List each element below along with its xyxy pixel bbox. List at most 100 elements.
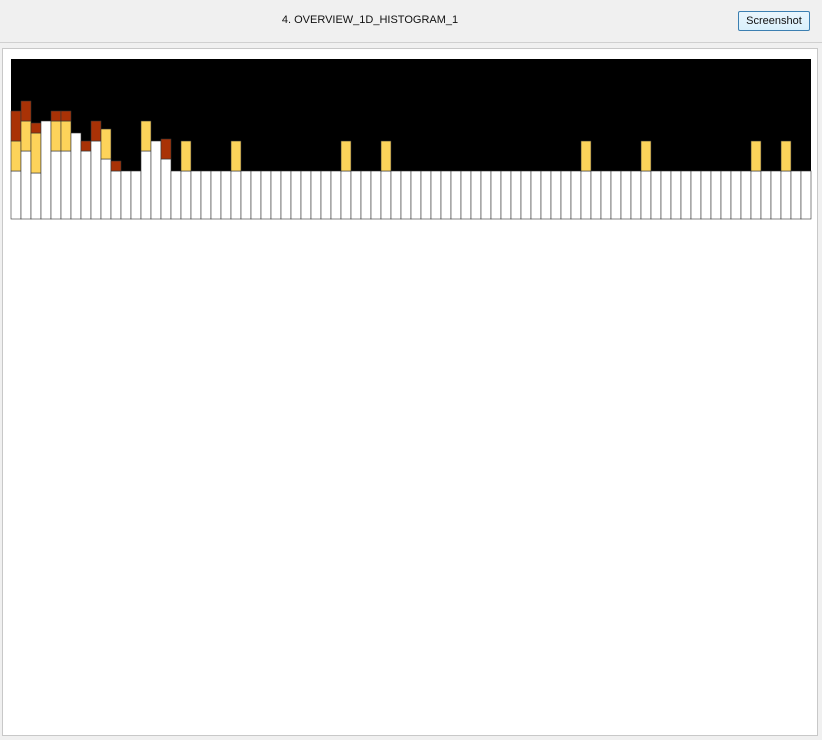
histogram-bar-segment [160,158,172,220]
window-title: 4. OVERVIEW_1D_HISTOGRAM_1 [281,14,459,26]
histogram-bar-segment [220,170,232,220]
histogram-bar-segment [690,170,702,220]
histogram-bar-segment [120,170,132,220]
histogram-bar-segment [140,120,152,152]
histogram-bar-segment [720,170,732,220]
histogram-bar-segment [780,140,792,172]
histogram-panel [2,48,818,736]
histogram-bar-segment [230,170,242,220]
histogram-bar-segment [630,170,642,220]
histogram-bar-segment [390,170,402,220]
histogram-bar-segment [380,170,392,220]
histogram-bar-segment [20,100,32,122]
histogram-bar-segment [580,170,592,220]
histogram-bar-segment [400,170,412,220]
histogram-bar-segment [350,170,362,220]
histogram-bar-segment [290,170,302,220]
histogram-bar-segment [80,140,92,152]
histogram-bar-segment [40,120,52,220]
histogram-bar-segment [170,170,182,220]
histogram-bar-segment [620,170,632,220]
histogram-bar-segment [430,170,442,220]
histogram-bar-segment [90,140,102,220]
histogram-bar-segment [310,170,322,220]
screenshot-button[interactable]: Screenshot [738,11,810,31]
histogram-bar-segment [710,170,722,220]
histogram-bar-segment [340,170,352,220]
histogram-bar-segment [730,170,742,220]
histogram-bar-segment [600,170,612,220]
histogram-bar-segment [20,150,32,220]
histogram-bar-segment [30,132,42,174]
histogram-bar-segment [340,140,352,172]
histogram-bar-segment [490,170,502,220]
histogram-svg [10,59,812,220]
histogram-bar-segment [130,170,142,220]
histogram-bar-segment [160,138,172,160]
histogram-bar-segment [300,170,312,220]
histogram-bar-segment [100,128,112,160]
histogram-bar-segment [520,170,532,220]
histogram-bar-segment [180,170,192,220]
histogram-bar-segment [100,158,112,220]
histogram-bar-segment [50,110,62,122]
histogram-bar-segment [30,122,42,134]
histogram-bar-segment [800,170,812,220]
histogram-bar-segment [460,170,472,220]
histogram-bar-segment [780,170,792,220]
histogram-bar-segment [370,170,382,220]
histogram-bar-segment [50,120,62,152]
histogram-bar-segment [480,170,492,220]
histogram-bar-segment [210,170,222,220]
histogram-bar-segment [80,150,92,220]
histogram-bar-segment [650,170,662,220]
histogram-bar-segment [260,170,272,220]
histogram-bar-segment [770,170,782,220]
histogram-bar-segment [510,170,522,220]
histogram-bar-segment [110,170,122,220]
histogram-bar-segment [750,170,762,220]
histogram-bar-segment [740,170,752,220]
histogram-bar-segment [750,140,762,172]
histogram-bar-segment [60,150,72,220]
histogram-bar-segment [240,170,252,220]
histogram-bar-segment [640,170,652,220]
histogram-bar-segment [10,110,22,142]
histogram-bar-segment [10,170,22,220]
histogram-bar-segment [420,170,432,220]
histogram-bar-segment [230,140,242,172]
histogram-bar-segment [330,170,342,220]
histogram-bar-segment [280,170,292,220]
histogram-bar-segment [320,170,332,220]
histogram-bar-segment [90,120,102,142]
histogram-bar-segment [450,170,462,220]
histogram-bar-segment [660,170,672,220]
histogram-bar-segment [560,170,572,220]
histogram-bar-segment [10,140,22,172]
histogram-bar-segment [590,170,602,220]
histogram-bar-segment [610,170,622,220]
histogram-bar-segment [30,172,42,220]
histogram-bar-segment [200,170,212,220]
histogram-bar-segment [190,170,202,220]
histogram-bar-segment [360,170,372,220]
histogram-bar-segment [150,140,162,220]
histogram-bar-segment [410,170,422,220]
histogram-bar-segment [180,140,192,172]
histogram-bar-segment [60,120,72,152]
histogram-bar-segment [670,170,682,220]
histogram-bar-segment [530,170,542,220]
histogram-bar-segment [570,170,582,220]
histogram-bar-segment [580,140,592,172]
histogram-bar-segment [20,120,32,152]
histogram-bar-segment [70,132,82,220]
histogram-bar-segment [700,170,712,220]
histogram-bar-segment [270,170,282,220]
histogram-bar-segment [50,150,62,220]
histogram-bar-segment [250,170,262,220]
title-bar: 4. OVERVIEW_1D_HISTOGRAM_1 Screenshot [0,0,822,43]
histogram-bar-segment [60,110,72,122]
histogram-bar-segment [680,170,692,220]
histogram-bar-segment [140,150,152,220]
histogram-bar-segment [790,170,802,220]
